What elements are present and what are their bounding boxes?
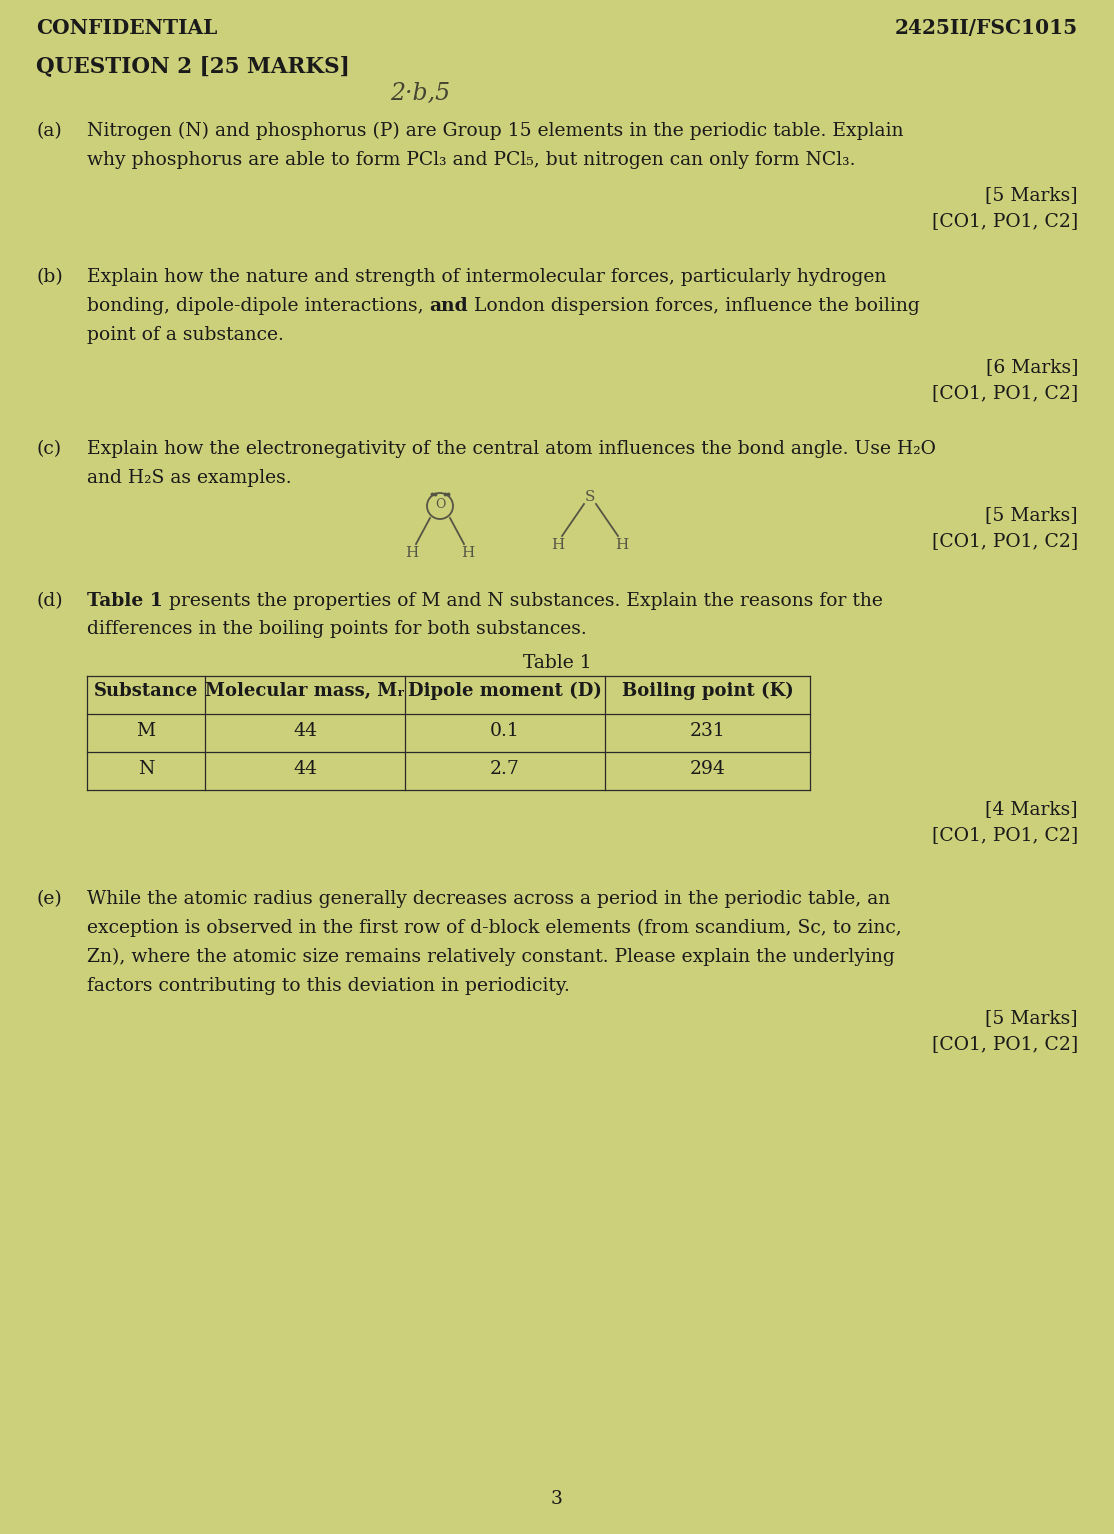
Text: 3: 3 [551, 1490, 563, 1508]
Text: 2·b,5: 2·b,5 [390, 81, 450, 104]
Text: H: H [615, 538, 628, 552]
Text: CONFIDENTIAL: CONFIDENTIAL [36, 18, 217, 38]
Text: point of a substance.: point of a substance. [87, 327, 284, 344]
Text: H: H [551, 538, 565, 552]
Text: (e): (e) [36, 890, 61, 908]
Text: (a): (a) [36, 123, 61, 140]
Text: S: S [585, 489, 595, 505]
Text: O: O [434, 497, 446, 511]
Text: [CO1, PO1, C2]: [CO1, PO1, C2] [931, 1035, 1078, 1052]
Text: Boiling point (K): Boiling point (K) [622, 683, 793, 700]
Text: differences in the boiling points for both substances.: differences in the boiling points for bo… [87, 620, 587, 638]
Text: (d): (d) [36, 592, 62, 611]
Text: Table 1: Table 1 [522, 653, 592, 672]
Text: Substance: Substance [94, 683, 198, 700]
Text: Zn), where the atomic size remains relatively constant. Please explain the under: Zn), where the atomic size remains relat… [87, 948, 895, 966]
Text: H: H [405, 546, 419, 560]
Text: 2.7: 2.7 [490, 759, 520, 778]
Text: M: M [136, 723, 156, 739]
Text: [CO1, PO1, C2]: [CO1, PO1, C2] [931, 532, 1078, 551]
Text: Nitrogen (N) and phosphorus (P) are Group 15 elements in the periodic table. Exp: Nitrogen (N) and phosphorus (P) are Grou… [87, 123, 903, 140]
Text: [5 Marks]: [5 Marks] [986, 506, 1078, 525]
Text: [6 Marks]: [6 Marks] [986, 357, 1078, 376]
Text: [4 Marks]: [4 Marks] [986, 801, 1078, 818]
Text: While the atomic radius generally decreases across a period in the periodic tabl: While the atomic radius generally decrea… [87, 890, 890, 908]
Text: (b): (b) [36, 268, 62, 285]
Text: and: and [430, 298, 468, 314]
Text: H: H [461, 546, 475, 560]
Text: [CO1, PO1, C2]: [CO1, PO1, C2] [931, 825, 1078, 844]
Text: 44: 44 [293, 759, 317, 778]
Text: Molecular mass, Mᵣ: Molecular mass, Mᵣ [205, 683, 404, 700]
Text: London dispersion forces, influence the boiling: London dispersion forces, influence the … [468, 298, 920, 314]
Text: Explain how the nature and strength of intermolecular forces, particularly hydro: Explain how the nature and strength of i… [87, 268, 887, 285]
Text: Explain how the electronegativity of the central atom influences the bond angle.: Explain how the electronegativity of the… [87, 440, 936, 459]
Text: factors contributing to this deviation in periodicity.: factors contributing to this deviation i… [87, 977, 570, 996]
Text: and H₂S as examples.: and H₂S as examples. [87, 469, 292, 486]
Text: 44: 44 [293, 723, 317, 739]
Text: exception is observed in the first row of d-block elements (from scandium, Sc, t: exception is observed in the first row o… [87, 919, 901, 937]
Text: Dipole moment (D): Dipole moment (D) [408, 683, 602, 700]
Text: 294: 294 [690, 759, 725, 778]
Text: QUESTION 2 [25 MARKS]: QUESTION 2 [25 MARKS] [36, 55, 350, 77]
Text: 0.1: 0.1 [490, 723, 520, 739]
Text: [5 Marks]: [5 Marks] [986, 1009, 1078, 1026]
Text: [5 Marks]: [5 Marks] [986, 186, 1078, 204]
Text: 2425II/FSC1015: 2425II/FSC1015 [895, 18, 1078, 38]
Text: why phosphorus are able to form PCl₃ and PCl₅, but nitrogen can only form NCl₃.: why phosphorus are able to form PCl₃ and… [87, 150, 856, 169]
Text: [CO1, PO1, C2]: [CO1, PO1, C2] [931, 384, 1078, 402]
Text: bonding, dipole-dipole interactions,: bonding, dipole-dipole interactions, [87, 298, 430, 314]
Text: presents the properties of M and N substances. Explain the reasons for the: presents the properties of M and N subst… [163, 592, 882, 611]
Text: (c): (c) [36, 440, 61, 459]
Text: [CO1, PO1, C2]: [CO1, PO1, C2] [931, 212, 1078, 230]
Text: Table 1: Table 1 [87, 592, 163, 611]
Text: 231: 231 [690, 723, 725, 739]
Text: N: N [138, 759, 154, 778]
